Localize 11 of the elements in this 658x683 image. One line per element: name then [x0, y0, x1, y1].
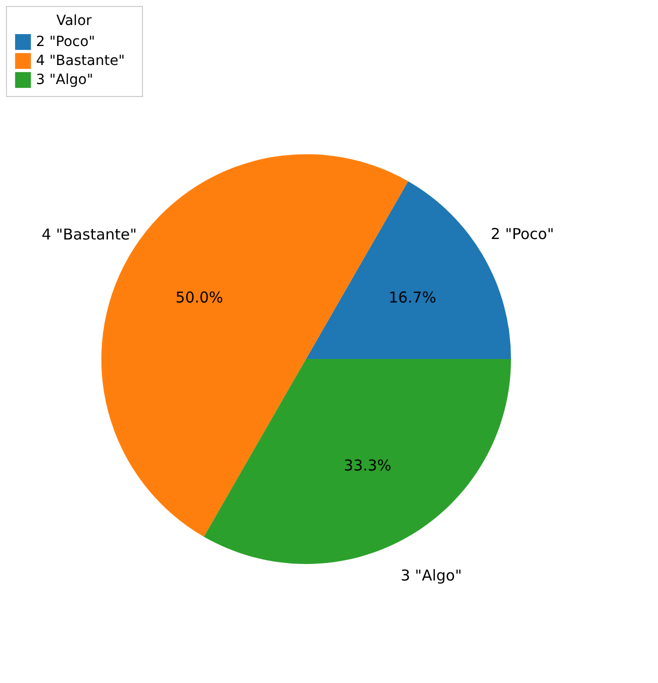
data-label: 16.7% — [388, 288, 436, 306]
legend-label: 3 "Algo" — [36, 72, 94, 88]
pie-slice — [204, 359, 511, 564]
legend-label: 2 "Poco" — [36, 34, 96, 50]
legend-title: Valor — [56, 13, 92, 29]
slice-label: 2 "Poco" — [490, 224, 554, 243]
data-label: 33.3% — [344, 456, 392, 474]
legend-label: 4 "Bastante" — [36, 53, 125, 69]
slice-label: 4 "Bastante" — [42, 225, 137, 244]
slice-label: 3 "Algo" — [400, 566, 462, 584]
data-label: 50.0% — [176, 288, 224, 307]
